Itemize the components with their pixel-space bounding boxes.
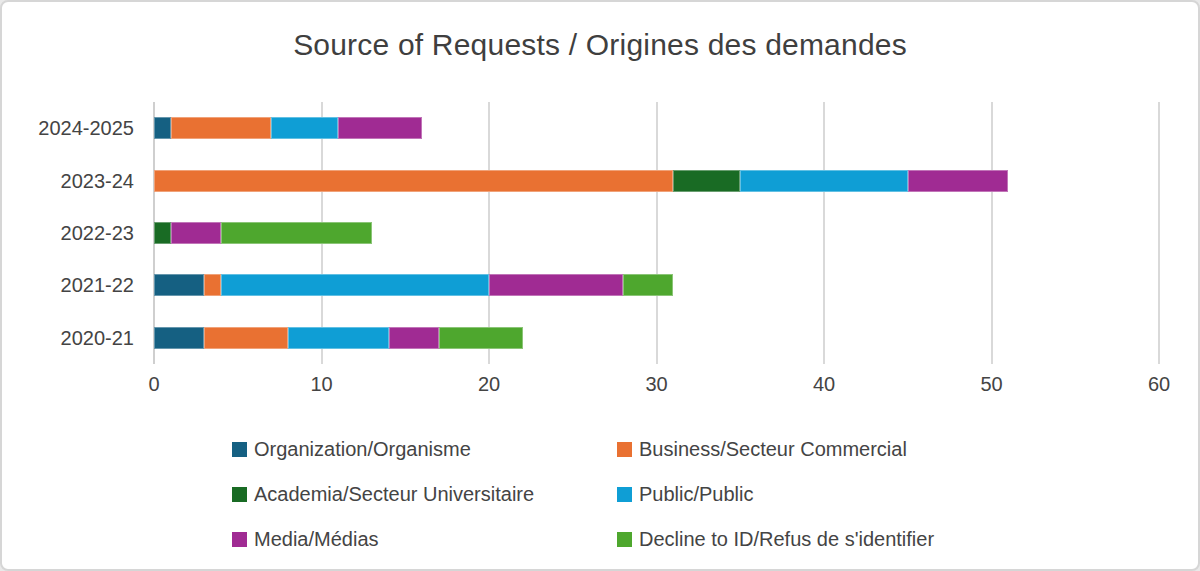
legend-label: Business/Secteur Commercial — [639, 438, 907, 461]
bar-segment — [288, 327, 389, 349]
bar-segment — [389, 327, 439, 349]
legend-swatch — [232, 487, 247, 502]
legend-item: Academia/Secteur Universitaire — [232, 483, 617, 506]
x-axis-tick-labels: 0102030405060 — [154, 373, 1159, 403]
gridline — [1158, 102, 1160, 364]
category-label: 2023-24 — [2, 167, 134, 195]
x-tick-label: 20 — [449, 373, 529, 396]
bar-segment — [154, 327, 204, 349]
legend: Organization/Organisme Business/Secteur C… — [232, 427, 934, 562]
legend-item: Media/Médias — [232, 528, 617, 551]
legend-label: Organization/Organisme — [254, 438, 471, 461]
bar-segment — [673, 170, 740, 192]
legend-item: Organization/Organisme — [232, 438, 617, 461]
legend-item: Public/Public — [617, 483, 934, 506]
bar-segment — [740, 170, 908, 192]
bar-segment — [221, 274, 489, 296]
x-tick-label: 30 — [617, 373, 697, 396]
category-label: 2020-21 — [2, 324, 134, 352]
chart-title: Source of Requests / Origines des demand… — [2, 28, 1198, 62]
legend-label: Public/Public — [639, 483, 754, 506]
category-label: 2024-2025 — [2, 114, 134, 142]
plot-area — [154, 102, 1159, 364]
x-tick-label: 60 — [1119, 373, 1199, 396]
bar-segment — [171, 222, 221, 244]
bar-segment — [623, 274, 673, 296]
legend-swatch — [232, 442, 247, 457]
legend-label: Academia/Secteur Universitaire — [254, 483, 534, 506]
bar-segment — [204, 274, 221, 296]
legend-swatch — [617, 487, 632, 502]
x-tick-label: 10 — [282, 373, 362, 396]
bar-segment — [439, 327, 523, 349]
legend-label: Decline to ID/Refus de s'identifier — [639, 528, 934, 551]
gridline — [488, 102, 490, 364]
legend-swatch — [232, 532, 247, 547]
bar-segment — [489, 274, 623, 296]
bar-segment — [154, 170, 673, 192]
bar-segment — [908, 170, 1009, 192]
gridline — [656, 102, 658, 364]
legend-swatch — [617, 532, 632, 547]
bar-segment — [204, 327, 288, 349]
x-tick-label: 50 — [952, 373, 1032, 396]
bar-segment — [338, 117, 422, 139]
bar-segment — [154, 274, 204, 296]
bar-segment — [271, 117, 338, 139]
legend-item: Decline to ID/Refus de s'identifier — [617, 528, 934, 551]
gridline — [991, 102, 993, 364]
category-label: 2022-23 — [2, 219, 134, 247]
bar-segment — [171, 117, 272, 139]
legend-label: Media/Médias — [254, 528, 379, 551]
y-axis-category-labels: 2024-2025 2023-24 2022-23 2021-22 2020-21 — [2, 102, 134, 364]
x-tick-label: 0 — [114, 373, 194, 396]
x-tick-label: 40 — [784, 373, 864, 396]
category-label: 2021-22 — [2, 271, 134, 299]
bar-segment — [221, 222, 372, 244]
legend-swatch — [617, 442, 632, 457]
chart-canvas: Source of Requests / Origines des demand… — [0, 0, 1200, 571]
bar-segment — [154, 222, 171, 244]
gridline — [823, 102, 825, 364]
legend-item: Business/Secteur Commercial — [617, 438, 934, 461]
bar-segment — [154, 117, 171, 139]
